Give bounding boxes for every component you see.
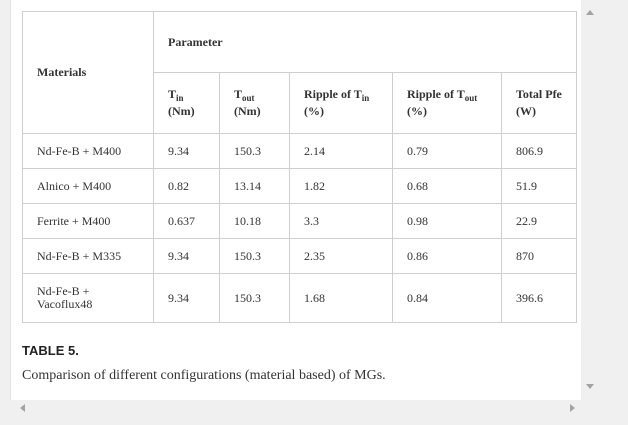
ripple-tout-cell: 0.68 xyxy=(392,168,502,204)
scroll-up-icon[interactable] xyxy=(586,10,594,15)
data-table: Materials Parameter Tin (Nm) Tout (Nm) Rip… xyxy=(22,11,578,323)
table-caption-text: Comparison of different configurations (… xyxy=(22,368,386,383)
table-row: Nd-Fe-B + M400 9.34 150.3 2.14 0.79 806.… xyxy=(22,133,578,169)
table-row: Nd-Fe-B + Vacoflux48 9.34 150.3 1.68 0.84… xyxy=(22,273,578,323)
material-cell: Nd-Fe-B + Vacoflux48 xyxy=(22,273,154,323)
table-row: Nd-Fe-B + M335 9.34 150.3 2.35 0.86 870 xyxy=(22,238,578,274)
ripple-tout-cell: 0.86 xyxy=(392,238,502,274)
col-header-total-pfe: Total Pfe (W) xyxy=(500,72,578,134)
col-header-tin: Tin (Nm) xyxy=(153,72,220,134)
material-cell: Alnico + M400 xyxy=(22,168,154,204)
total-pfe-cell: 806.9 xyxy=(500,133,578,169)
table-row: Ferrite + M400 0.637 10.18 3.3 0.98 22.9 xyxy=(22,203,578,239)
ripple-tin-cell: 2.14 xyxy=(289,133,393,169)
parameter-header: Parameter xyxy=(152,11,578,73)
table-panel: Materials Parameter Tin (Nm) Tout (Nm) Rip… xyxy=(10,0,581,400)
material-cell: Ferrite + M400 xyxy=(22,203,154,239)
total-pfe-cell: 396.6 xyxy=(500,273,578,323)
table-row: Alnico + M400 0.82 13.14 1.82 0.68 51.9 xyxy=(22,168,578,204)
material-cell: Nd-Fe-B + M400 xyxy=(22,133,154,169)
tout-cell: 150.3 xyxy=(219,133,290,169)
table-caption-title: TABLE 5. xyxy=(22,343,79,358)
horizontal-scrollbar[interactable] xyxy=(10,400,599,417)
tin-cell: 0.82 xyxy=(153,168,220,204)
material-cell: Nd-Fe-B + M335 xyxy=(22,238,154,274)
ripple-tin-cell: 3.3 xyxy=(289,203,393,239)
vertical-scrollbar[interactable] xyxy=(582,0,599,400)
tout-cell: 13.14 xyxy=(219,168,290,204)
scroll-right-icon[interactable] xyxy=(570,404,575,412)
tout-cell: 150.3 xyxy=(219,273,290,323)
tout-cell: 10.18 xyxy=(219,203,290,239)
tin-cell: 9.34 xyxy=(153,273,220,323)
tin-cell: 0.637 xyxy=(153,203,220,239)
tin-cell: 9.34 xyxy=(153,133,220,169)
tout-cell: 150.3 xyxy=(219,238,290,274)
ripple-tout-cell: 0.98 xyxy=(392,203,502,239)
ripple-tout-cell: 0.79 xyxy=(392,133,502,169)
column-header-row: Tin (Nm) Tout (Nm) Ripple of Tin (%) Ripple… xyxy=(23,72,578,134)
total-pfe-cell: 22.9 xyxy=(500,203,578,239)
col-header-ripple-tin: Ripple of Tin (%) xyxy=(289,72,393,134)
scroll-left-icon[interactable] xyxy=(20,404,25,412)
total-pfe-cell: 51.9 xyxy=(500,168,578,204)
ripple-tout-cell: 0.84 xyxy=(392,273,502,323)
col-header-tout: Tout (Nm) xyxy=(219,72,290,134)
materials-header: Materials xyxy=(22,11,154,134)
ripple-tin-cell: 1.68 xyxy=(289,273,393,323)
scroll-down-icon[interactable] xyxy=(586,384,594,389)
col-header-ripple-tout: Ripple of Tout (%) xyxy=(392,72,502,134)
total-pfe-cell: 870 xyxy=(500,238,578,274)
ripple-tin-cell: 1.82 xyxy=(289,168,393,204)
ripple-tin-cell: 2.35 xyxy=(289,238,393,274)
tin-cell: 9.34 xyxy=(153,238,220,274)
